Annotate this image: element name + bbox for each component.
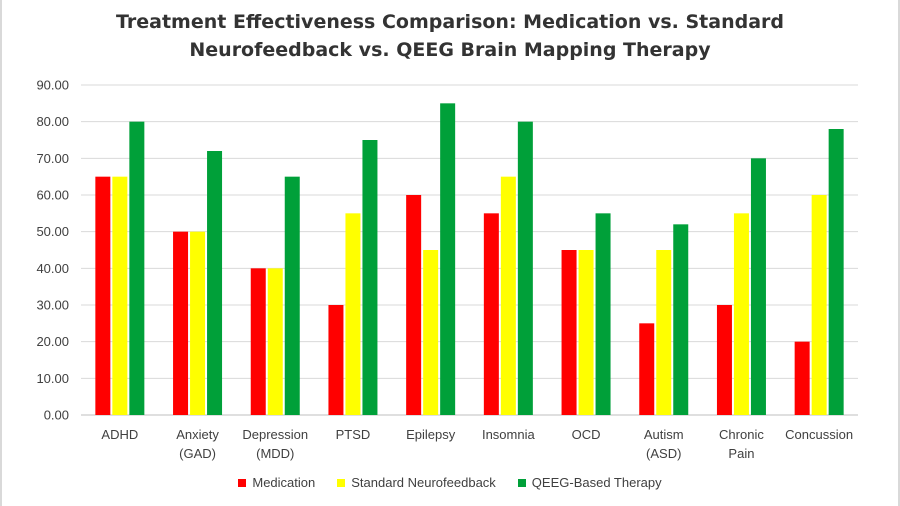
bar-qeeg-based-therapy <box>440 103 456 415</box>
bar-qeeg-based-therapy <box>207 151 223 415</box>
x-tick-label: Concussion <box>785 427 853 442</box>
x-tick-label: Pain <box>728 446 754 461</box>
bar-standard-neurofeedback <box>656 250 672 415</box>
legend-label-qeeg-based-therapy: QEEG-Based Therapy <box>531 475 662 490</box>
x-tick-label: Chronic <box>719 427 764 442</box>
bar-standard-neurofeedback <box>578 250 594 415</box>
chart-title: Treatment Effectiveness Comparison: Medi… <box>0 8 900 64</box>
bar-medication <box>328 305 344 415</box>
bar-medication <box>406 195 422 415</box>
x-tick-label: (ASD) <box>646 446 681 461</box>
bar-qeeg-based-therapy <box>129 121 145 416</box>
y-tick-label: 70.00 <box>36 151 69 166</box>
bar-medication <box>716 305 732 415</box>
legend-swatch-medication <box>238 478 247 487</box>
bar-qeeg-based-therapy <box>284 176 300 415</box>
left-border <box>0 0 2 506</box>
bar-qeeg-based-therapy <box>828 129 844 415</box>
x-tick-label: OCD <box>572 427 601 442</box>
y-tick-label: 10.00 <box>36 371 69 386</box>
bar-medication <box>561 250 577 415</box>
bar-medication <box>639 323 655 415</box>
bar-standard-neurofeedback <box>345 213 361 415</box>
y-tick-label: 60.00 <box>36 188 69 203</box>
y-tick-label: 40.00 <box>36 261 69 276</box>
y-tick-label: 0.00 <box>44 408 69 423</box>
y-tick-label: 80.00 <box>36 114 69 129</box>
bar-qeeg-based-therapy <box>362 140 378 415</box>
bar-qeeg-based-therapy <box>673 224 689 415</box>
x-tick-label: Insomnia <box>482 427 536 442</box>
x-tick-label: Anxiety <box>176 427 219 442</box>
legend-label-medication: Medication <box>252 475 316 490</box>
y-tick-label: 50.00 <box>36 224 69 239</box>
bar-medication <box>95 176 111 415</box>
x-tick-label: Autism <box>644 427 684 442</box>
y-tick-label: 30.00 <box>36 298 69 313</box>
x-tick-label: ADHD <box>101 427 138 442</box>
y-tick-label: 20.00 <box>36 334 69 349</box>
bar-standard-neurofeedback <box>423 250 439 415</box>
bar-standard-neurofeedback <box>500 176 516 415</box>
legend-swatch-qeeg-based-therapy <box>517 478 526 487</box>
bar-standard-neurofeedback <box>267 268 283 415</box>
legend-item-qeeg-based-therapy: QEEG-Based Therapy <box>517 475 662 490</box>
x-tick-label: Epilepsy <box>406 427 456 442</box>
bar-standard-neurofeedback <box>112 176 128 415</box>
x-tick-label: PTSD <box>336 427 371 442</box>
legend-swatch-standard-neurofeedback <box>337 478 346 487</box>
x-tick-label: (MDD) <box>256 446 294 461</box>
chart-title-line-2: Neurofeedback vs. QEEG Brain Mapping The… <box>189 39 711 61</box>
y-tick-label: 90.00 <box>36 78 69 93</box>
legend-label-standard-neurofeedback: Standard Neurofeedback <box>351 475 496 490</box>
bar-qeeg-based-therapy <box>517 121 533 416</box>
bar-medication <box>794 341 810 415</box>
bar-medication <box>483 213 499 415</box>
bar-standard-neurofeedback <box>733 213 749 415</box>
bar-standard-neurofeedback <box>811 195 827 415</box>
bar-medication <box>173 231 189 415</box>
bar-medication <box>250 268 266 415</box>
x-tick-label: (GAD) <box>179 446 216 461</box>
legend: Medication Standard Neurofeedback QEEG-B… <box>0 475 900 490</box>
bar-qeeg-based-therapy <box>595 213 611 415</box>
right-border <box>898 0 900 506</box>
legend-item-medication: Medication <box>238 475 315 490</box>
chart-title-line-1: Treatment Effectiveness Comparison: Medi… <box>116 11 784 33</box>
bar-qeeg-based-therapy <box>750 158 766 416</box>
x-tick-label: Depression <box>242 427 308 442</box>
bar-standard-neurofeedback <box>190 231 206 415</box>
legend-item-standard-neurofeedback: Standard Neurofeedback <box>337 475 496 490</box>
